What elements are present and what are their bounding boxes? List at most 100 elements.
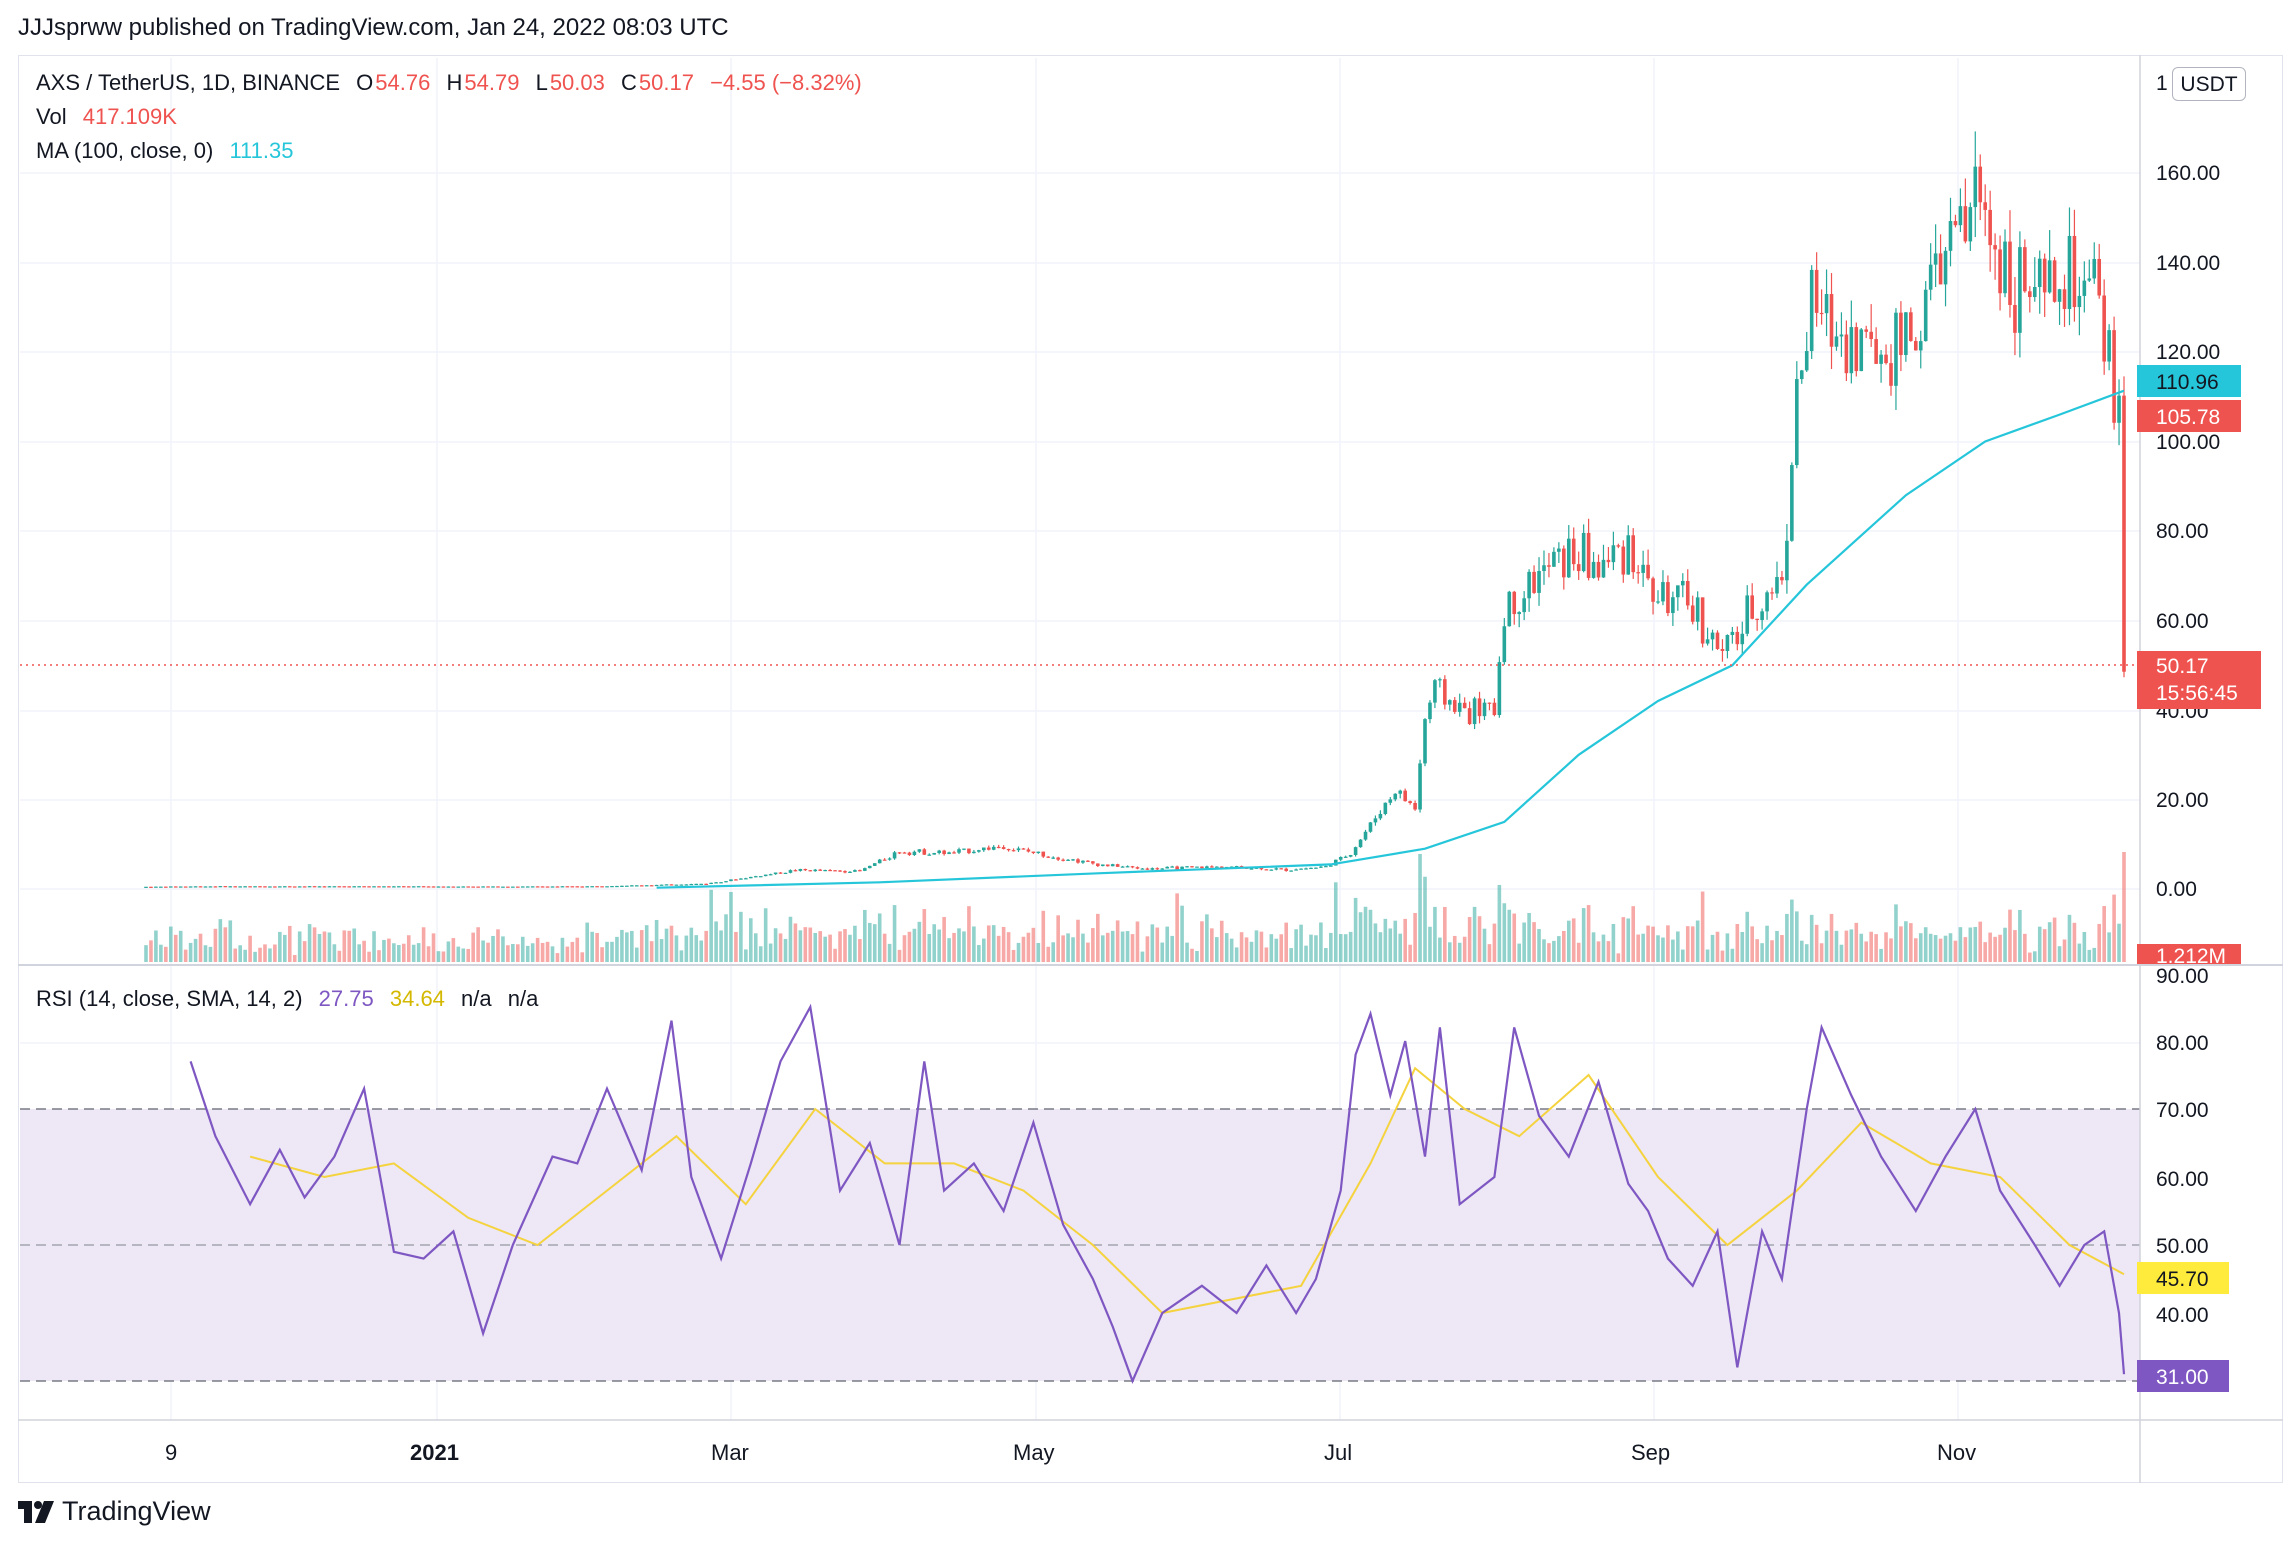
candle-body — [1527, 571, 1531, 599]
candle-body — [803, 868, 808, 871]
volume-bar — [397, 944, 401, 962]
candle-body — [1785, 540, 1789, 581]
candle-body — [986, 847, 991, 850]
candle-body — [287, 886, 292, 888]
volume-bar — [2067, 914, 2072, 962]
candle-body — [1358, 839, 1363, 848]
volume-bar — [639, 930, 644, 962]
volume-bar — [382, 939, 386, 962]
candle-body — [2028, 291, 2032, 298]
volume-bar — [312, 927, 317, 962]
time-axis[interactable]: 9 2021 Mar May Jul Sep Nov — [165, 1440, 1976, 1465]
volume-bar — [1785, 913, 1789, 962]
tradingview-brand[interactable]: TradingView — [18, 1496, 211, 1527]
candle-body — [372, 886, 376, 888]
candle-body — [1110, 864, 1115, 867]
candle-body — [461, 886, 466, 888]
vol-value: 417.109K — [82, 104, 177, 129]
volume-bar — [1284, 922, 1289, 962]
currency-button[interactable]: USDT — [2172, 67, 2246, 101]
candle-body — [1904, 312, 1908, 355]
volume-bar — [798, 930, 803, 962]
candle-body — [2082, 280, 2087, 296]
volume-bar — [1795, 911, 1799, 962]
rsi-legend[interactable]: RSI (14, close, SMA, 14, 2) 27.75 34.64 … — [36, 986, 540, 1012]
volume-bar — [2013, 930, 2017, 962]
candle-body — [630, 885, 634, 887]
volume-bar — [1229, 938, 1234, 962]
volume-bar — [1552, 940, 1556, 962]
volume-bar — [1447, 942, 1452, 962]
rsi-tick: 80.00 — [2156, 1032, 2209, 1055]
candle-body — [749, 876, 753, 879]
candle-body — [1606, 559, 1611, 563]
symbol-name[interactable]: AXS / TetherUS, 1D, BINANCE — [36, 70, 341, 95]
volume-bar — [1918, 933, 1923, 962]
volume-bar — [729, 891, 733, 962]
candle-body — [188, 886, 193, 888]
candle-body — [1745, 595, 1750, 634]
volume-legend[interactable]: Vol 417.109K — [36, 104, 179, 130]
candle-body — [1552, 551, 1556, 567]
volume-bar — [1155, 927, 1160, 962]
candle-body — [2037, 258, 2042, 288]
volume-bar — [972, 926, 976, 962]
volume-bar — [877, 913, 882, 962]
volume-bar — [1120, 931, 1125, 962]
candle-body — [1899, 312, 1903, 355]
candle-body — [1879, 354, 1883, 364]
candle-body — [1968, 207, 1973, 242]
candle-body — [1730, 631, 1735, 635]
candle-body — [848, 871, 852, 873]
volume-bar — [1443, 906, 1447, 962]
volume-bar — [337, 950, 342, 962]
volume-bar — [1428, 926, 1432, 962]
candle-body — [273, 886, 277, 888]
rsi-axis[interactable]: 90.00 80.00 70.00 60.00 50.00 40.00 — [2156, 965, 2209, 1327]
candle-body — [1200, 866, 1204, 869]
ma-legend[interactable]: MA (100, close, 0) 111.35 — [36, 138, 295, 164]
candle-body — [788, 870, 793, 873]
candle-body — [1264, 869, 1269, 871]
candle-body — [892, 852, 897, 859]
price-tick: 140.00 — [2156, 252, 2220, 275]
volume-bar — [1730, 948, 1735, 962]
vol-label: Vol — [36, 104, 67, 129]
candle-body — [1031, 851, 1036, 854]
rsi-ma-tag — [2137, 1262, 2229, 1294]
candle-body — [1849, 327, 1854, 374]
candle-body — [1839, 334, 1844, 337]
volume-bar — [1299, 924, 1303, 962]
volume-bar — [1676, 931, 1680, 962]
volume-bar — [1190, 948, 1194, 962]
volume-bar — [302, 941, 307, 962]
volume-bar — [486, 942, 490, 962]
volume-bar — [233, 948, 238, 962]
volume-bar — [178, 930, 183, 962]
candle-body — [1180, 866, 1184, 870]
volume-bar — [441, 951, 446, 962]
candle-body — [669, 884, 674, 886]
candle-body — [1502, 626, 1507, 663]
volume-bar — [2037, 926, 2042, 962]
volume-bar — [902, 935, 907, 962]
volume-bar — [1373, 923, 1378, 962]
candle-body — [1294, 869, 1298, 871]
rsi-na-2: n/a — [507, 986, 539, 1011]
volume-bar — [317, 933, 322, 962]
symbol-legend[interactable]: AXS / TetherUS, 1D, BINANCE O54.76 H54.7… — [36, 70, 864, 96]
candle-body — [1844, 334, 1849, 374]
volume-bar — [322, 931, 327, 962]
volume-bar — [1343, 934, 1348, 962]
price-axis[interactable]: 1 160.00 140.00 120.00 100.00 80.00 60.0… — [2156, 72, 2220, 901]
volume-bar — [1780, 935, 1784, 962]
volume-bar — [1938, 938, 1943, 962]
volume-bar — [392, 943, 396, 962]
volume-bar — [1259, 931, 1264, 962]
candle-body — [838, 870, 842, 872]
candle-body — [962, 848, 966, 850]
candle-body — [337, 886, 342, 888]
candle-body — [1259, 867, 1264, 870]
candle-body — [679, 884, 684, 886]
